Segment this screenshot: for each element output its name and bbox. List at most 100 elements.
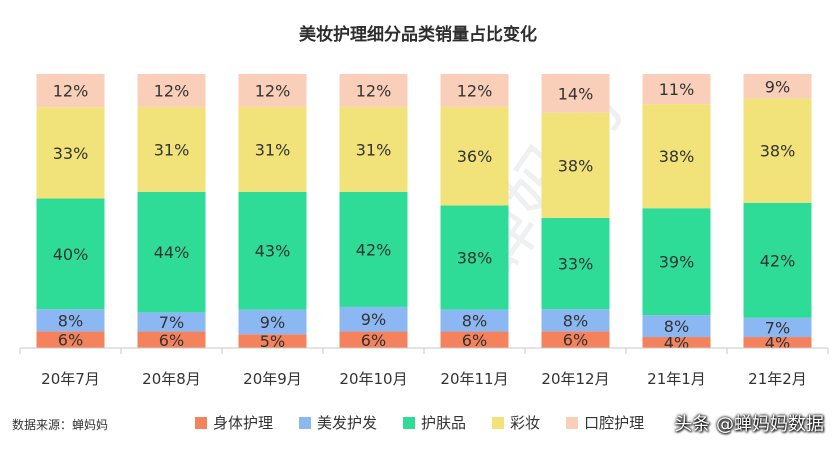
bar-segment <box>137 106 206 192</box>
legend-label: 身体护理 <box>213 414 274 432</box>
x-tick-label: 20年7月 <box>41 370 100 388</box>
data-label: 43% <box>255 242 291 261</box>
legend-item: 护肤品 <box>403 412 466 433</box>
legend-item: 口腔护理 <box>566 412 644 433</box>
bar-segment <box>743 337 812 348</box>
data-label: 36% <box>457 147 493 166</box>
bar-segment <box>36 331 105 348</box>
data-label: 39% <box>659 253 695 272</box>
data-label: 8% <box>664 317 689 336</box>
data-label: 31% <box>154 140 190 159</box>
x-tick-label: 20年10月 <box>339 370 407 388</box>
bar-segment <box>541 74 610 113</box>
source-note: 数据来源：蝉妈妈 <box>12 418 109 432</box>
data-label: 9% <box>260 313 285 332</box>
data-label: 12% <box>457 81 493 100</box>
data-label: 6% <box>462 331 487 350</box>
x-tick-label: 21年2月 <box>748 370 807 388</box>
data-label: 5% <box>260 332 285 351</box>
stacked-bar-chart: 6%8%40%33%12%20年7月6%7%44%31%12%20年8月5%9%… <box>19 74 829 388</box>
bar-segment <box>743 74 812 99</box>
bar-segment <box>238 309 307 335</box>
data-label: 12% <box>356 81 392 100</box>
legend-item: 身体护理 <box>195 412 273 433</box>
data-label: 12% <box>255 81 291 100</box>
legend-swatch <box>195 416 207 429</box>
bar-segment <box>137 74 206 107</box>
data-label: 6% <box>58 331 83 350</box>
bar-segment <box>440 74 509 107</box>
legend-item: 美发护发 <box>299 412 377 433</box>
data-label: 9% <box>361 310 386 329</box>
attribution-watermark: 头条 @蝉妈妈数据 <box>674 414 824 435</box>
bar-segment <box>541 112 610 218</box>
data-label: 40% <box>53 245 89 264</box>
legend-label: 彩妆 <box>510 414 541 432</box>
bar-segment <box>440 205 509 310</box>
bar-segment <box>36 198 105 310</box>
bar-segment <box>339 331 408 348</box>
data-label: 33% <box>558 255 594 274</box>
bar-segment <box>541 217 610 310</box>
bar-segment <box>743 202 812 318</box>
data-label: 8% <box>563 311 588 330</box>
bar-segment <box>642 208 711 316</box>
x-tick-label: 20年9月 <box>243 370 302 388</box>
data-label: 8% <box>58 311 83 330</box>
bar-segment <box>36 107 105 199</box>
data-label: 38% <box>558 156 594 175</box>
data-label: 12% <box>53 82 89 101</box>
data-label: 7% <box>159 313 184 332</box>
data-label: 42% <box>356 240 392 259</box>
bar-segment <box>339 191 408 307</box>
bar-segment <box>36 74 105 108</box>
bar-segment <box>743 317 812 338</box>
data-label: 38% <box>760 142 796 161</box>
data-label: 11% <box>659 80 695 99</box>
chart-title: 美妆护理细分品类销量占比变化 <box>299 25 537 45</box>
data-label: 44% <box>154 243 190 262</box>
x-tick-label: 20年8月 <box>142 370 201 388</box>
bar-segment <box>642 104 711 209</box>
bar-segment <box>743 98 812 203</box>
data-label: 6% <box>361 331 386 350</box>
data-label: 12% <box>154 81 190 100</box>
legend: 身体护理 美发护发 护肤品 彩妆 口腔护理 <box>195 412 644 433</box>
bar-segment <box>440 106 509 206</box>
data-label: 9% <box>765 77 790 96</box>
bar-segment <box>238 74 307 107</box>
bar-segment <box>36 309 105 332</box>
legend-swatch <box>492 416 505 429</box>
bar-segment <box>541 309 610 332</box>
data-label: 31% <box>356 140 392 159</box>
bar-segment <box>642 315 711 338</box>
bar-segment <box>137 331 206 348</box>
legend-swatch <box>566 416 579 429</box>
bar-segment <box>642 74 711 105</box>
data-label: 31% <box>255 140 291 159</box>
bar-segment <box>137 312 206 332</box>
bar-segment <box>238 334 307 348</box>
bar-segment <box>238 191 307 310</box>
bar-segment <box>137 191 206 313</box>
bar-segment <box>238 106 307 192</box>
data-label: 6% <box>563 331 588 350</box>
data-label: 38% <box>659 147 695 166</box>
legend-label: 口腔护理 <box>584 414 645 432</box>
legend-swatch <box>403 416 416 429</box>
data-label: 8% <box>462 312 487 331</box>
x-tick-label: 21年1月 <box>647 370 706 388</box>
data-label: 42% <box>760 251 796 270</box>
data-label: 14% <box>558 84 594 103</box>
bar-segment <box>440 309 509 332</box>
x-tick-label: 20年11月 <box>440 370 508 388</box>
bar-segment <box>440 331 509 348</box>
legend-label: 护肤品 <box>421 414 467 432</box>
data-label: 6% <box>159 331 184 350</box>
x-tick-label: 20年12月 <box>541 370 609 388</box>
data-label: 7% <box>765 318 790 337</box>
bar-segment <box>642 337 711 348</box>
data-label: 33% <box>53 144 89 163</box>
legend-swatch <box>299 416 312 429</box>
bar-segment <box>541 331 610 348</box>
